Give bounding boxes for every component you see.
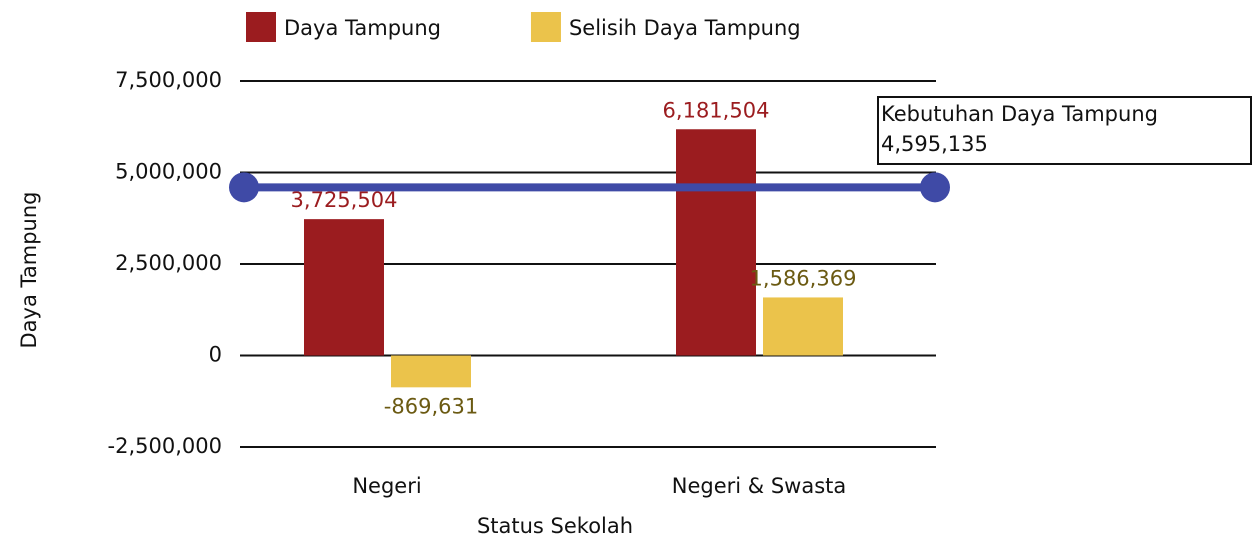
x-tick-label: Negeri & Swasta [672,474,847,498]
x-tick-label: Negeri [352,474,421,498]
value-label: -869,631 [384,394,478,418]
reference-label: Kebutuhan Daya Tampung [881,102,1158,126]
reference-box [877,96,1252,165]
bar [676,129,756,356]
reference-marker [920,172,950,203]
legend-swatch [246,12,276,42]
y-tick-label: 2,500,000 [115,251,222,275]
reference-value-label: 4,595,135 [881,132,988,156]
value-label: 6,181,504 [663,98,770,122]
bar [391,355,471,388]
y-tick-label: 7,500,000 [115,68,222,92]
value-label: 3,725,504 [291,188,398,212]
bar [763,297,843,356]
reference-marker [229,172,259,203]
bar [304,219,384,356]
value-label: 1,586,369 [750,266,857,290]
x-axis-label: Status Sekolah [477,514,633,538]
y-tick-label: 0 [209,343,222,367]
legend-label: Daya Tampung [284,16,441,40]
y-tick-label: -2,500,000 [108,434,222,458]
y-tick-label: 5,000,000 [115,160,222,184]
legend-swatch [530,12,561,42]
legend-label: Selisih Daya Tampung [569,16,801,40]
y-axis-label: Daya Tampung [17,192,41,349]
